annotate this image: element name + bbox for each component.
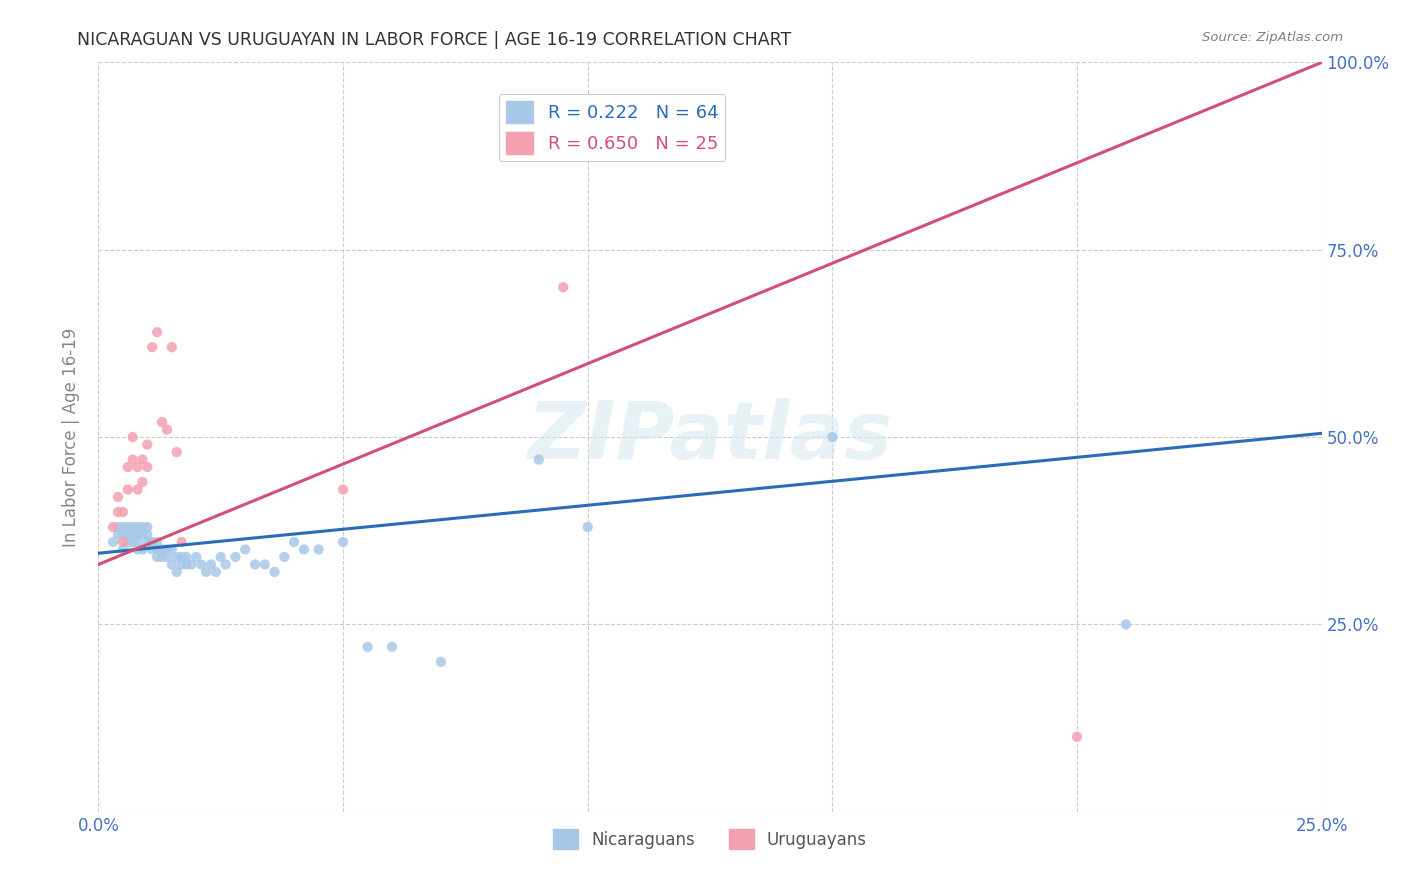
Point	[121, 430, 143, 444]
Point	[308, 542, 330, 557]
Point	[273, 549, 295, 564]
Text: Source: ZipAtlas.com: Source: ZipAtlas.com	[1202, 31, 1343, 45]
Point	[1066, 730, 1088, 744]
Point	[127, 542, 149, 557]
Point	[127, 520, 149, 534]
Point	[176, 549, 198, 564]
Point	[111, 542, 134, 557]
Point	[224, 549, 246, 564]
Point	[146, 535, 169, 549]
Point	[190, 558, 212, 572]
Point	[553, 280, 575, 294]
Point	[821, 430, 844, 444]
Point	[332, 535, 354, 549]
Point	[186, 549, 208, 564]
Point	[111, 505, 134, 519]
Point	[332, 483, 354, 497]
Point	[170, 535, 193, 549]
Point	[195, 565, 218, 579]
Text: NICARAGUAN VS URUGUAYAN IN LABOR FORCE | AGE 16-19 CORRELATION CHART: NICARAGUAN VS URUGUAYAN IN LABOR FORCE |…	[77, 31, 792, 49]
Point	[111, 527, 134, 541]
Point	[127, 527, 149, 541]
Y-axis label: In Labor Force | Age 16-19: In Labor Force | Age 16-19	[62, 327, 80, 547]
Point	[127, 535, 149, 549]
Point	[107, 505, 129, 519]
Point	[146, 542, 169, 557]
Point	[136, 460, 159, 475]
Point	[166, 549, 188, 564]
Point	[131, 475, 153, 489]
Point	[111, 520, 134, 534]
Point	[111, 535, 134, 549]
Point	[430, 655, 453, 669]
Point	[243, 558, 266, 572]
Legend: Nicaraguans, Uruguayans: Nicaraguans, Uruguayans	[547, 822, 873, 855]
Point	[214, 558, 236, 572]
Point	[160, 340, 183, 354]
Point	[150, 542, 173, 557]
Point	[121, 527, 143, 541]
Point	[127, 460, 149, 475]
Point	[107, 490, 129, 504]
Point	[117, 483, 139, 497]
Point	[146, 549, 169, 564]
Point	[381, 640, 404, 654]
Point	[131, 527, 153, 541]
Point	[156, 549, 179, 564]
Point	[101, 520, 124, 534]
Point	[527, 452, 550, 467]
Point	[141, 535, 163, 549]
Point	[205, 565, 228, 579]
Point	[127, 483, 149, 497]
Point	[136, 535, 159, 549]
Point	[156, 542, 179, 557]
Point	[253, 558, 276, 572]
Point	[107, 520, 129, 534]
Point	[101, 535, 124, 549]
Point	[131, 542, 153, 557]
Point	[180, 558, 202, 572]
Point	[209, 549, 232, 564]
Point	[117, 535, 139, 549]
Point	[1115, 617, 1137, 632]
Point	[160, 558, 183, 572]
Point	[131, 520, 153, 534]
Point	[166, 565, 188, 579]
Point	[356, 640, 378, 654]
Point	[117, 460, 139, 475]
Point	[107, 527, 129, 541]
Point	[576, 520, 599, 534]
Point	[166, 445, 188, 459]
Point	[121, 520, 143, 534]
Point	[283, 535, 305, 549]
Point	[292, 542, 315, 557]
Point	[150, 415, 173, 429]
Point	[141, 542, 163, 557]
Point	[136, 527, 159, 541]
Point	[136, 437, 159, 451]
Point	[170, 549, 193, 564]
Point	[156, 423, 179, 437]
Point	[233, 542, 256, 557]
Point	[136, 520, 159, 534]
Point	[263, 565, 285, 579]
Point	[117, 527, 139, 541]
Point	[150, 549, 173, 564]
Point	[117, 520, 139, 534]
Point	[200, 558, 222, 572]
Point	[131, 452, 153, 467]
Text: ZIPatlas: ZIPatlas	[527, 398, 893, 476]
Point	[160, 542, 183, 557]
Point	[170, 558, 193, 572]
Point	[141, 340, 163, 354]
Point	[121, 452, 143, 467]
Point	[176, 558, 198, 572]
Point	[146, 325, 169, 339]
Point	[121, 535, 143, 549]
